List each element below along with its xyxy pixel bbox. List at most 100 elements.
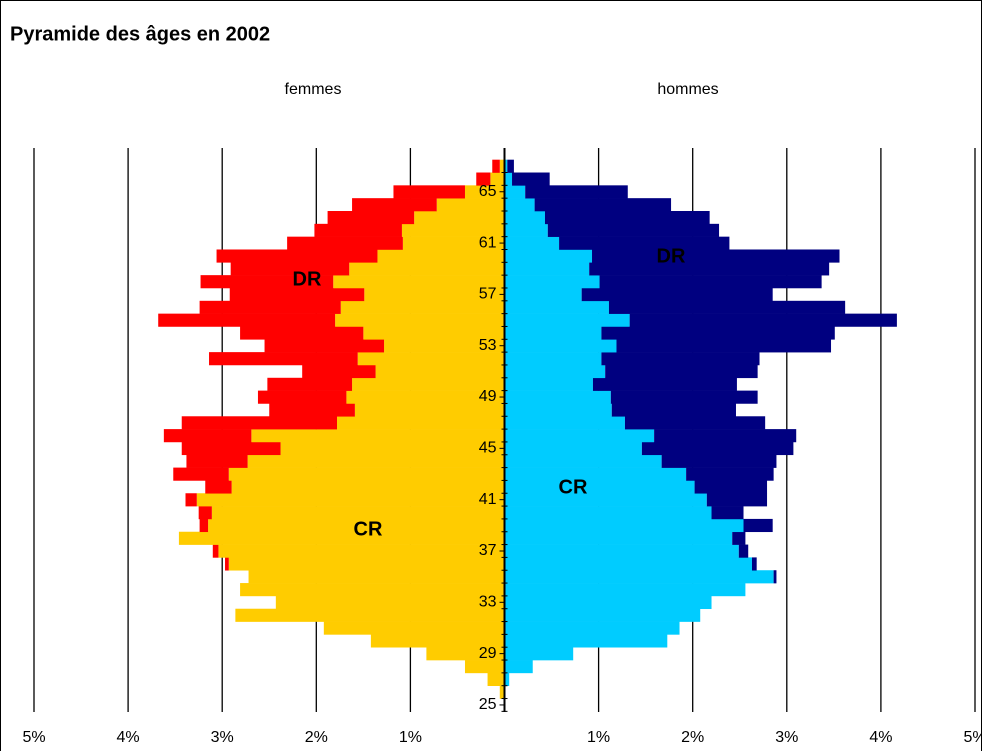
bar <box>534 198 672 212</box>
bar <box>340 300 505 314</box>
bar <box>504 454 662 468</box>
bar <box>504 198 535 212</box>
bar <box>275 595 505 610</box>
bar <box>654 429 797 443</box>
x-tick-label: 2% <box>681 729 704 746</box>
group-label: femmes <box>285 81 342 98</box>
bar <box>205 480 232 494</box>
bar <box>228 557 505 571</box>
bar <box>370 634 505 648</box>
bar <box>251 429 505 443</box>
bar <box>333 275 505 289</box>
chart-title: Pyramide des âges en 2002 <box>10 23 270 45</box>
bar <box>247 454 505 468</box>
bar <box>198 506 212 520</box>
y-tick-label: 61 <box>479 234 497 251</box>
x-tick-label: 1% <box>399 729 422 746</box>
bar <box>504 352 602 366</box>
bar <box>199 300 341 314</box>
bar <box>504 416 625 430</box>
bar <box>624 416 766 430</box>
bar <box>504 531 733 545</box>
bar <box>335 313 505 327</box>
x-tick-label: 5% <box>963 729 982 746</box>
bar <box>504 249 593 263</box>
bar <box>186 454 248 468</box>
bar <box>384 339 505 353</box>
bar <box>499 685 505 699</box>
x-tick-label: 2% <box>305 729 328 746</box>
bar <box>504 326 602 340</box>
bar <box>504 647 574 661</box>
bar <box>504 390 611 404</box>
bar <box>629 313 897 327</box>
bar <box>212 544 219 558</box>
bar <box>426 647 505 661</box>
bar <box>544 210 710 225</box>
bar <box>581 287 773 302</box>
bar <box>402 236 505 250</box>
bar <box>240 583 505 597</box>
bar <box>337 416 505 430</box>
bar <box>611 403 736 417</box>
bar <box>751 557 757 571</box>
bar <box>499 159 505 173</box>
bar <box>199 518 209 533</box>
bar <box>323 621 505 635</box>
y-tick-label: 25 <box>479 696 497 713</box>
y-tick-label: 29 <box>479 645 497 662</box>
bar <box>209 352 358 366</box>
bar <box>490 172 505 186</box>
x-tick-label: 1% <box>587 729 610 746</box>
y-tick-label: 53 <box>479 337 497 354</box>
bar <box>208 518 505 533</box>
bar <box>559 236 730 250</box>
bar <box>364 287 505 302</box>
bar <box>504 210 545 225</box>
bar <box>504 339 617 353</box>
bar <box>706 493 768 507</box>
x-tick-label: 5% <box>22 729 45 746</box>
bar <box>525 185 628 199</box>
series-label: CR <box>354 518 383 540</box>
y-tick-label: 65 <box>479 183 497 200</box>
bar <box>504 595 712 610</box>
bar <box>592 249 840 263</box>
bar <box>264 339 385 353</box>
bar <box>257 390 347 404</box>
bar <box>163 429 252 443</box>
y-tick-label: 33 <box>479 594 497 611</box>
bar <box>211 506 505 520</box>
bar <box>436 198 505 212</box>
bar <box>267 377 353 391</box>
bar <box>196 493 505 507</box>
series-label: DR <box>657 245 686 267</box>
bar <box>349 262 505 276</box>
bar <box>608 300 846 314</box>
bar <box>492 159 500 173</box>
bar <box>504 185 526 199</box>
bar <box>601 326 835 340</box>
bar <box>225 557 229 571</box>
bar <box>773 570 777 584</box>
bar <box>592 377 737 391</box>
bar <box>504 506 712 520</box>
bar <box>743 518 773 533</box>
x-tick-label: 3% <box>211 729 234 746</box>
bar <box>504 544 739 558</box>
bar <box>240 326 364 340</box>
bar <box>327 210 415 225</box>
bar <box>393 185 465 199</box>
bar <box>504 570 774 584</box>
bar <box>302 364 376 379</box>
bar <box>504 467 687 481</box>
bar <box>504 159 508 173</box>
bar <box>269 403 355 417</box>
bar <box>504 377 593 391</box>
y-tick-label: 41 <box>479 491 497 508</box>
bar <box>504 557 752 571</box>
bar <box>229 287 365 302</box>
bar <box>504 608 701 622</box>
bar <box>377 249 505 263</box>
bar <box>504 300 609 314</box>
